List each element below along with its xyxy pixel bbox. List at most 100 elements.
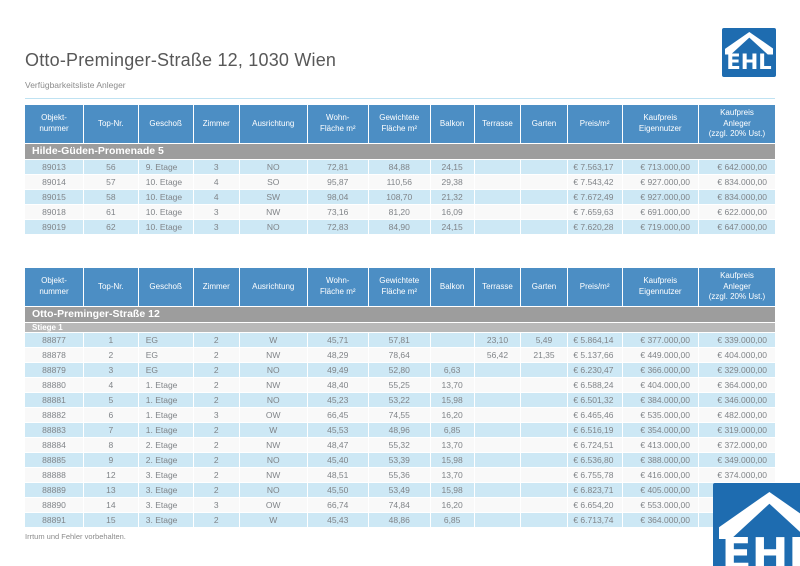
cell-12: € 329.000,00 (698, 362, 775, 378)
cell-4: W (239, 422, 308, 438)
cell-2: 10. Etage (138, 174, 194, 190)
cell-1: 7 (83, 422, 139, 438)
cell-1: 3 (83, 362, 139, 378)
section-header: Otto-Preminger-Straße 12 (25, 306, 775, 323)
cell-9 (520, 512, 568, 528)
cell-10: € 6.501,32 (567, 392, 623, 408)
cell-4: NO (239, 452, 308, 468)
cell-9 (520, 407, 568, 423)
cell-12: € 374.000,00 (698, 467, 775, 483)
cell-9 (520, 422, 568, 438)
cell-10: € 7.543,42 (567, 174, 623, 190)
cell-3: 2 (193, 347, 240, 363)
cell-11: € 354.000,00 (622, 422, 699, 438)
cell-3: 2 (193, 512, 240, 528)
table-row: 88891 15 3. Etage 2 W 45,43 48,86 6,85 € 6.713,7… (25, 512, 775, 528)
cell-7 (430, 332, 475, 348)
cell-2: EG (138, 332, 194, 348)
cell-0: 88884 (25, 437, 84, 453)
table-row: 88877 1 EG 2 W 45,71 57,81 23,10 5,49 € 5.864,14 €… (25, 332, 775, 348)
cell-11: € 449.000,00 (622, 347, 699, 363)
cell-1: 61 (83, 204, 139, 220)
column-header-4: Ausrichtung (239, 105, 308, 144)
table-row: 88890 14 3. Etage 3 OW 66,74 74,84 16,20 € 6.654… (25, 497, 775, 513)
house-roof-icon (724, 32, 774, 55)
cell-0: 88889 (25, 482, 84, 498)
cell-9 (520, 159, 568, 175)
cell-2: 1. Etage (138, 422, 194, 438)
cell-10: € 5.137,66 (567, 347, 623, 363)
column-header-9: Garten (520, 105, 568, 144)
column-header-12: Kaufpreis Anleger (zzgl. 20% Ust.) (698, 105, 775, 144)
cell-8 (474, 159, 522, 175)
cell-11: € 416.000,00 (622, 467, 699, 483)
cell-5: 72,83 (307, 219, 369, 235)
cell-10: € 7.659,63 (567, 204, 623, 220)
cell-4: NO (239, 219, 308, 235)
cell-6: 48,86 (368, 512, 431, 528)
cell-10: € 6.230,47 (567, 362, 623, 378)
cell-11: € 553.000,00 (622, 497, 699, 513)
cell-2: EG (138, 362, 194, 378)
cell-9 (520, 452, 568, 468)
cell-1: 58 (83, 189, 139, 205)
cell-3: 3 (193, 219, 240, 235)
cell-7: 6,85 (430, 422, 475, 438)
cell-1: 1 (83, 332, 139, 348)
column-header-11: Kaufpreis Eigennutzer (622, 268, 699, 307)
ehl-logo: EHL (722, 28, 776, 77)
cell-12: € 319.000,00 (698, 422, 775, 438)
cell-0: 88879 (25, 362, 84, 378)
cell-0: 88880 (25, 377, 84, 393)
cell-4: OW (239, 407, 308, 423)
cell-7: 24,15 (430, 159, 475, 175)
cell-4: NW (239, 347, 308, 363)
table-row: 89013 56 9. Etage 3 NO 72,81 84,88 24,15 € 7.563… (25, 159, 775, 175)
cell-3: 2 (193, 467, 240, 483)
cell-2: 3. Etage (138, 512, 194, 528)
cell-5: 49,49 (307, 362, 369, 378)
cell-7 (430, 347, 475, 363)
table: Objekt- nummer Top-Nr. Geschoß Zimmer Ausric… (25, 105, 775, 235)
cell-2: EG (138, 347, 194, 363)
cell-9 (520, 174, 568, 190)
cell-5: 45,53 (307, 422, 369, 438)
cell-9 (520, 204, 568, 220)
cell-5: 66,74 (307, 497, 369, 513)
cell-9 (520, 482, 568, 498)
table-row: 88878 2 EG 2 NW 48,29 78,64 56,42 21,35 € 5.137,6… (25, 347, 775, 363)
cell-5: 66,45 (307, 407, 369, 423)
cell-9 (520, 467, 568, 483)
cell-9 (520, 362, 568, 378)
cell-1: 4 (83, 377, 139, 393)
cell-4: NO (239, 362, 308, 378)
cell-3: 2 (193, 392, 240, 408)
cell-7: 16,20 (430, 407, 475, 423)
cell-1: 13 (83, 482, 139, 498)
cell-6: 48,96 (368, 422, 431, 438)
cell-9 (520, 392, 568, 408)
cell-5: 48,29 (307, 347, 369, 363)
cell-10: € 5.864,14 (567, 332, 623, 348)
cell-4: SO (239, 174, 308, 190)
cell-8 (474, 497, 522, 513)
cell-4: NW (239, 467, 308, 483)
cell-1: 6 (83, 407, 139, 423)
cell-8 (474, 422, 522, 438)
cell-2: 1. Etage (138, 377, 194, 393)
availability-table-hilde-gueden: Objekt- nummer Top-Nr. Geschoß Zimmer Ausric… (25, 105, 775, 235)
table-row: 88880 4 1. Etage 2 NW 48,40 55,25 13,70 € 6.588,… (25, 377, 775, 393)
cell-1: 8 (83, 437, 139, 453)
cell-0: 88883 (25, 422, 84, 438)
cell-0: 88890 (25, 497, 84, 513)
column-header-11: Kaufpreis Eigennutzer (622, 105, 699, 144)
cell-11: € 388.000,00 (622, 452, 699, 468)
cell-10: € 6.588,24 (567, 377, 623, 393)
cell-1: 9 (83, 452, 139, 468)
cell-0: 88882 (25, 407, 84, 423)
cell-9 (520, 219, 568, 235)
table-row: 88884 8 2. Etage 2 NW 48,47 55,32 13,70 € 6.724,… (25, 437, 775, 453)
cell-0: 88891 (25, 512, 84, 528)
cell-12: € 349.000,00 (698, 452, 775, 468)
cell-9 (520, 189, 568, 205)
